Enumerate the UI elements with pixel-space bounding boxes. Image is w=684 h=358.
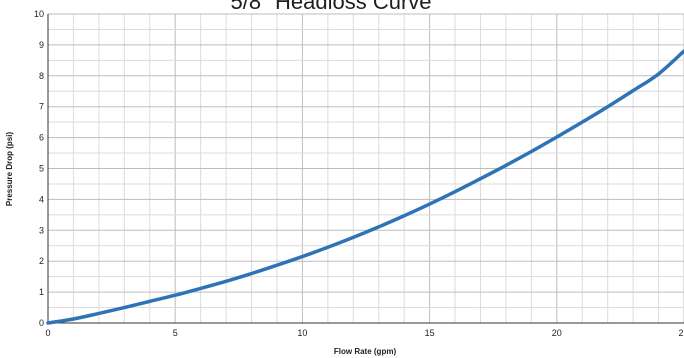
- x-tick-label: 15: [425, 328, 435, 338]
- y-tick-label: 0: [39, 318, 44, 328]
- y-tick-label: 9: [39, 40, 44, 50]
- y-tick-label: 10: [34, 9, 44, 19]
- x-tick-label: 2: [678, 328, 683, 338]
- x-tick-label: 10: [297, 328, 307, 338]
- y-tick-label: 1: [39, 287, 44, 297]
- chart-title: 5/8" Headloss Curve: [230, 0, 431, 14]
- axes: [47, 14, 684, 324]
- y-tick-label: 2: [39, 256, 44, 266]
- y-tick-label: 8: [39, 71, 44, 81]
- y-tick-label: 3: [39, 225, 44, 235]
- y-tick-label: 7: [39, 102, 44, 112]
- x-tick-label: 0: [45, 328, 50, 338]
- y-tick-label: 6: [39, 133, 44, 143]
- y-tick-label: 4: [39, 194, 44, 204]
- x-tick-label: 5: [173, 328, 178, 338]
- series-layer: [46, 49, 684, 325]
- y-tick-label: 5: [39, 164, 44, 174]
- x-tick-label: 20: [552, 328, 562, 338]
- y-axis-label: Pressure Drop (psi): [5, 132, 14, 207]
- grid-lines: [47, 13, 684, 324]
- x-axis-label: Flow Rate (gpm): [334, 347, 397, 356]
- headloss-series-line: [46, 49, 684, 325]
